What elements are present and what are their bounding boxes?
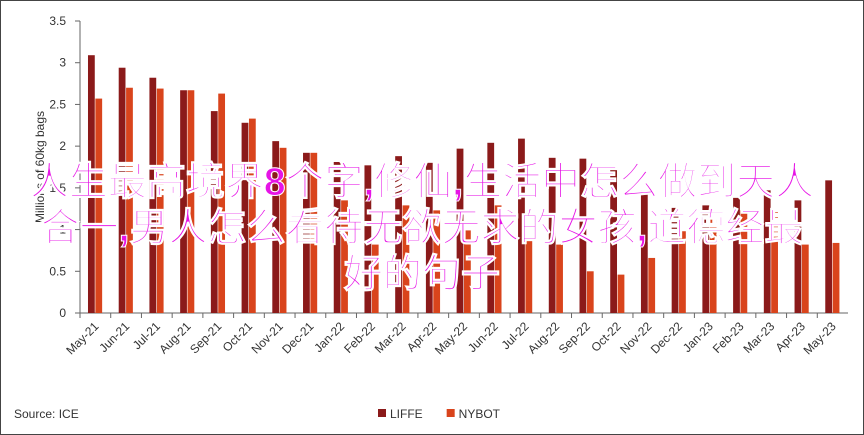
bar bbox=[586, 271, 594, 313]
bar bbox=[272, 141, 280, 313]
bar bbox=[464, 230, 471, 313]
bar bbox=[241, 122, 249, 313]
source: Source: ICE bbox=[14, 407, 79, 421]
bar bbox=[610, 167, 618, 313]
y-tick-label: 0.5 bbox=[49, 264, 66, 278]
bar bbox=[763, 190, 771, 313]
y-tick-label: 2 bbox=[59, 139, 66, 153]
bar bbox=[548, 157, 556, 313]
bar bbox=[364, 165, 372, 313]
bar bbox=[740, 210, 748, 313]
legend-swatch bbox=[378, 409, 386, 417]
bar bbox=[395, 156, 402, 313]
bar bbox=[487, 142, 495, 313]
bar bbox=[126, 87, 133, 313]
legend-label: LIFFE bbox=[390, 407, 423, 421]
bar bbox=[310, 152, 318, 313]
bar bbox=[518, 138, 525, 313]
bar bbox=[210, 111, 218, 313]
bar bbox=[279, 147, 287, 313]
bar bbox=[402, 205, 410, 313]
y-tick-label: 1 bbox=[59, 223, 66, 237]
bar bbox=[187, 90, 195, 313]
bar bbox=[95, 98, 103, 314]
bar bbox=[702, 205, 710, 313]
bar bbox=[248, 118, 256, 314]
bar bbox=[832, 242, 840, 313]
bar bbox=[709, 219, 717, 313]
bar bbox=[525, 239, 533, 313]
bar bbox=[556, 244, 563, 313]
bar bbox=[303, 152, 310, 313]
y-tick-label: 1.5 bbox=[49, 181, 66, 195]
bar bbox=[825, 180, 833, 313]
bar bbox=[371, 244, 379, 313]
bar bbox=[341, 200, 348, 313]
bar bbox=[579, 158, 587, 313]
bar bbox=[433, 210, 441, 313]
bar bbox=[218, 93, 226, 313]
y-tick-label: 3 bbox=[59, 56, 66, 70]
bar bbox=[494, 205, 502, 313]
bar bbox=[156, 88, 164, 313]
bar bbox=[679, 231, 686, 313]
bar bbox=[801, 244, 809, 313]
bar bbox=[617, 274, 625, 313]
bar bbox=[648, 257, 656, 313]
bar bbox=[180, 90, 187, 313]
bar bbox=[118, 67, 126, 313]
bar bbox=[640, 190, 648, 313]
bar bbox=[425, 162, 433, 313]
bar bbox=[333, 161, 341, 313]
overlay-text: 人生最高境界8个字,修仙,生活中怎么做到天人合一,男人怎么看待无欲无求的女孩,道… bbox=[29, 161, 815, 297]
y-axis-label: Millions of 60kg bags bbox=[33, 111, 47, 223]
legend-label: NYBOT bbox=[459, 407, 501, 421]
bar bbox=[149, 77, 157, 313]
bar bbox=[794, 200, 802, 313]
y-tick-label: 2.5 bbox=[49, 97, 66, 111]
legend-swatch bbox=[446, 409, 455, 417]
bar bbox=[456, 148, 464, 313]
y-tick-label: 3.5 bbox=[49, 14, 66, 28]
bar bbox=[733, 197, 740, 313]
bar bbox=[771, 210, 778, 313]
y-tick-label: 0 bbox=[59, 306, 66, 320]
bar bbox=[671, 207, 679, 313]
bar bbox=[87, 55, 95, 313]
